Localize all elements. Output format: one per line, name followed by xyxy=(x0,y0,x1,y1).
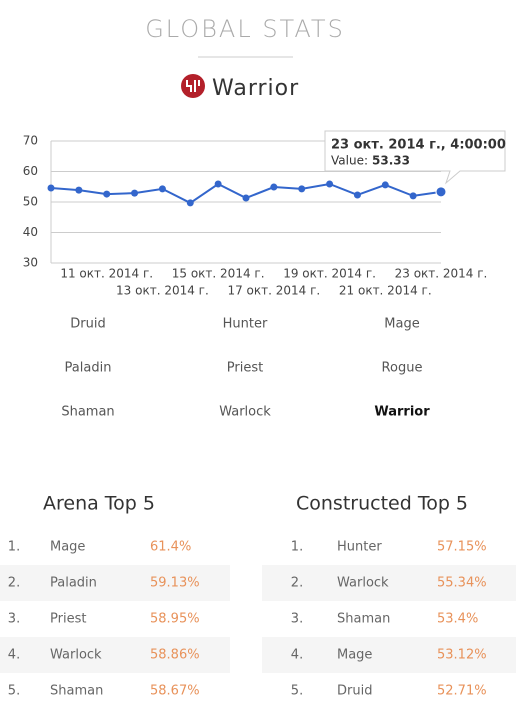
data-point xyxy=(131,189,139,197)
table-cell: Druid xyxy=(337,684,372,699)
x-tick-label: 15 окт. 2014 г. xyxy=(172,267,265,281)
table-cell: 1. xyxy=(291,540,303,555)
tooltip-box xyxy=(324,130,506,185)
table-cell: 53.4% xyxy=(437,612,478,627)
class-button[interactable]: Warlock xyxy=(219,405,271,420)
tooltip-title: 23 окт. 2014 г., 4:00:00 xyxy=(331,138,506,153)
table-cell: 5. xyxy=(291,684,303,699)
tooltip-value: 53.33 xyxy=(372,154,410,168)
class-button[interactable]: Priest xyxy=(227,361,263,376)
table-cell: 57.15% xyxy=(437,540,487,555)
table-cell: 2. xyxy=(8,576,20,591)
hero-name: Warrior xyxy=(212,76,299,101)
table-cell: Mage xyxy=(50,540,85,555)
table-cell: Mage xyxy=(337,648,372,663)
table-cell: Hunter xyxy=(337,540,382,555)
data-point xyxy=(270,183,278,191)
data-point xyxy=(435,186,447,198)
class-button[interactable]: Hunter xyxy=(223,317,268,332)
data-point xyxy=(103,190,111,198)
table-cell: Warlock xyxy=(337,576,389,591)
class-button[interactable]: Paladin xyxy=(65,361,112,376)
table-cell: Warlock xyxy=(50,648,102,663)
table-cell: 4. xyxy=(291,648,303,663)
table-cell: 5. xyxy=(8,684,20,699)
table-cell: 58.67% xyxy=(150,684,200,699)
table-title: Arena Top 5 xyxy=(43,493,155,515)
table-title: Constructed Top 5 xyxy=(296,493,468,515)
y-tick-label: 40 xyxy=(23,225,38,239)
data-point xyxy=(158,185,166,193)
x-tick-label: 19 окт. 2014 г. xyxy=(283,267,376,281)
table-cell: Paladin xyxy=(50,576,97,591)
data-point xyxy=(75,186,83,194)
table-cell: Shaman xyxy=(337,612,390,627)
table-cell: 61.4% xyxy=(150,540,191,555)
data-point xyxy=(326,180,334,188)
x-tick-label: 23 окт. 2014 г. xyxy=(395,267,488,281)
page-title: GLOBAL STATS xyxy=(145,15,345,43)
data-point xyxy=(47,184,55,192)
x-tick-label: 13 окт. 2014 г. xyxy=(116,284,209,298)
table-cell: 55.34% xyxy=(437,576,487,591)
class-button[interactable]: Druid xyxy=(70,317,105,332)
y-tick-label: 60 xyxy=(23,164,38,178)
table-cell: 2. xyxy=(291,576,303,591)
class-button[interactable]: Mage xyxy=(384,317,419,332)
class-button[interactable]: Rogue xyxy=(382,361,423,376)
table-cell: 3. xyxy=(8,612,20,627)
table-row-bg xyxy=(0,565,230,601)
y-tick-label: 30 xyxy=(23,256,38,270)
y-tick-label: 70 xyxy=(23,134,38,148)
data-point xyxy=(214,180,222,188)
table-cell: Priest xyxy=(50,612,86,627)
table-cell: 58.86% xyxy=(150,648,200,663)
table-row-bg xyxy=(0,637,230,673)
class-icon xyxy=(181,74,205,98)
class-icon-glyph xyxy=(186,80,200,92)
table-cell: 53.12% xyxy=(437,648,487,663)
table-cell: Shaman xyxy=(50,684,103,699)
data-point xyxy=(298,185,306,193)
class-button[interactable]: Warrior xyxy=(374,405,430,420)
y-tick-label: 50 xyxy=(23,195,38,209)
table-cell: 59.13% xyxy=(150,576,200,591)
data-point xyxy=(186,199,194,207)
table-cell: 1. xyxy=(8,540,20,555)
data-point xyxy=(353,191,361,199)
data-point xyxy=(409,192,417,200)
x-tick-label: 11 окт. 2014 г. xyxy=(60,267,153,281)
tooltip-label: Value: xyxy=(331,154,368,168)
class-button[interactable]: Shaman xyxy=(61,405,114,420)
table-row-bg xyxy=(262,637,516,673)
table-row-bg xyxy=(262,565,516,601)
x-tick-label: 21 окт. 2014 г. xyxy=(339,284,432,298)
table-cell: 58.95% xyxy=(150,612,200,627)
table-cell: 3. xyxy=(291,612,303,627)
x-tick-label: 17 окт. 2014 г. xyxy=(227,284,320,298)
table-cell: 4. xyxy=(8,648,20,663)
table-cell: 52.71% xyxy=(437,684,487,699)
data-point xyxy=(242,194,250,202)
data-point xyxy=(381,181,389,189)
